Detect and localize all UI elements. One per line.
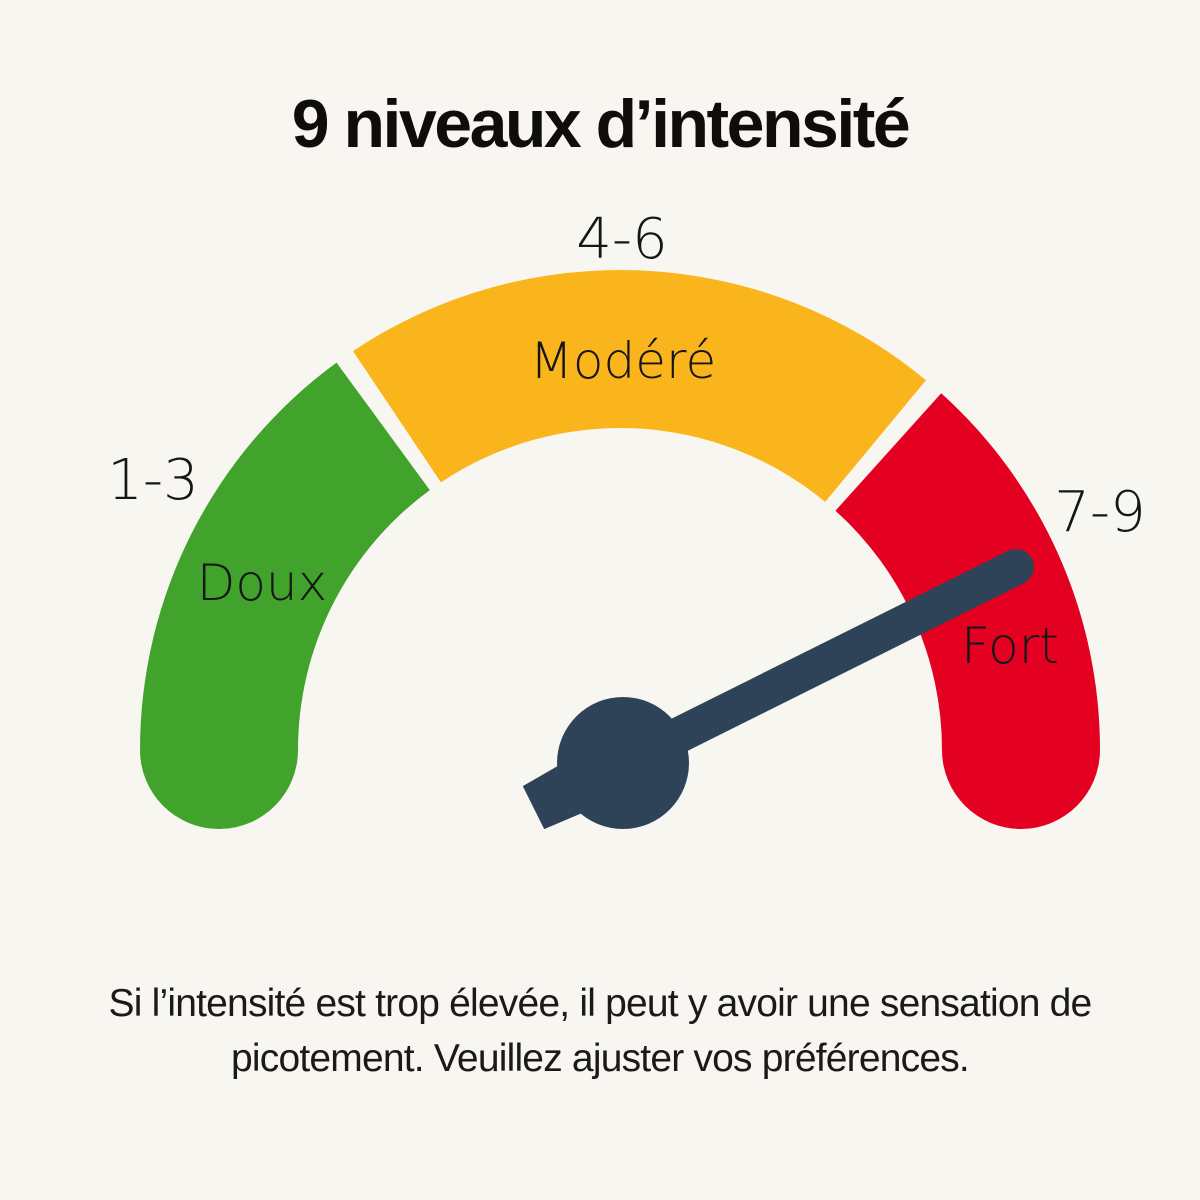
caption-line-2: picotement. Veuillez ajuster vos préfére… <box>231 1037 970 1080</box>
gauge-segment-doux <box>139 362 430 829</box>
needle <box>522 549 1034 830</box>
caption: Si l’intensité est trop élevée, il peut … <box>0 976 1200 1086</box>
range-label-fort: 7-9 <box>1054 480 1145 545</box>
segment-label-doux: Doux <box>197 554 327 612</box>
range-label-doux: 1-3 <box>107 448 198 513</box>
page-title: 9 niveaux d’intensité <box>291 85 911 162</box>
gauge-segment-modere <box>353 270 926 502</box>
needle-hub <box>557 697 689 829</box>
needle-arm <box>605 549 1034 781</box>
range-label-modere: 4-6 <box>576 207 667 272</box>
segment-label-fort: Fort <box>961 617 1059 675</box>
segment-label-modere: Modéré <box>530 332 716 390</box>
caption-line-1: Si l’intensité est trop élevée, il peut … <box>108 982 1093 1025</box>
